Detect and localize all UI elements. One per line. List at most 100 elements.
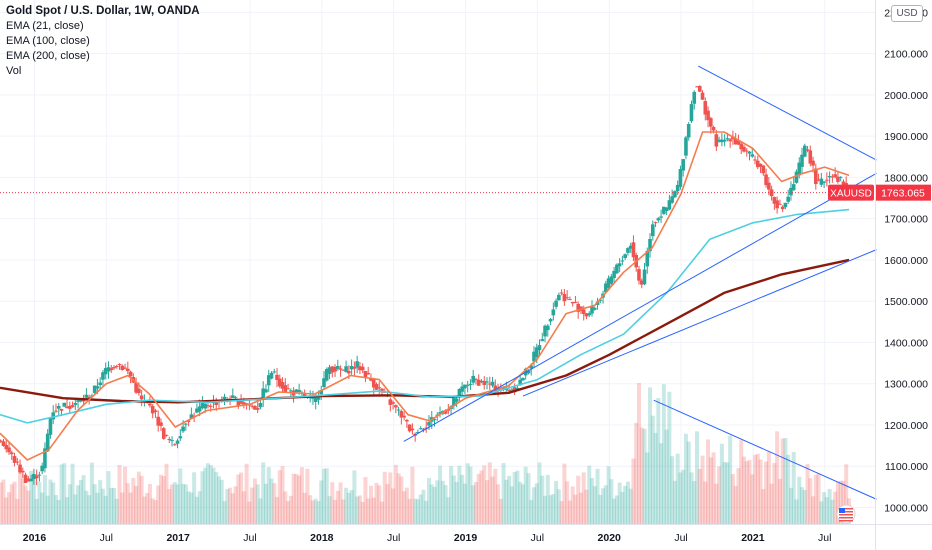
candle-body [722, 139, 727, 142]
candle-body [164, 434, 169, 436]
volume-bar [117, 464, 122, 524]
volume-bar [584, 489, 589, 524]
volume-bar [529, 499, 534, 524]
volume-bar [316, 501, 321, 524]
candle-body [805, 149, 810, 151]
candle-body [272, 371, 277, 373]
candle-body [231, 395, 235, 399]
volume-bar [559, 501, 564, 524]
volume-bar [310, 500, 315, 524]
volume-bar [7, 492, 12, 524]
volume-bar [12, 481, 17, 524]
volume-bar [697, 468, 702, 524]
currency-button[interactable]: USD [891, 5, 923, 22]
candle-body [673, 191, 677, 198]
volume-bar [625, 481, 630, 524]
candle-body [374, 384, 379, 390]
volume-bar [388, 472, 393, 524]
candle-body [170, 440, 174, 442]
volume-bar [703, 481, 708, 524]
candle-body [670, 196, 674, 203]
candle-body [733, 138, 738, 145]
volume-bar [816, 473, 821, 524]
price-axis-label: 1700.000 [884, 214, 928, 226]
volume-bar [402, 491, 407, 524]
volume-bar [112, 487, 117, 524]
volume-bar [678, 472, 683, 524]
volume-bar [800, 487, 805, 524]
candle-body [767, 182, 771, 190]
volume-bar [515, 470, 520, 524]
volume-bar [349, 490, 354, 524]
time-axis-label: 2020 [598, 532, 622, 544]
candle-body [612, 270, 616, 278]
volume-bar [404, 487, 409, 524]
volume-bar [333, 499, 338, 524]
volume-bar [692, 481, 697, 524]
candle-body [827, 176, 832, 178]
candle-body [363, 371, 368, 378]
volume-bar [736, 468, 741, 524]
volume-bar [263, 483, 268, 524]
volume-bar [98, 480, 103, 524]
candle-body [286, 388, 290, 390]
volume-bar [783, 438, 788, 524]
volume-bar [324, 468, 329, 524]
candle-body [615, 264, 619, 274]
volume-bar [368, 485, 373, 524]
volume-bar [421, 489, 426, 524]
candle-body [109, 368, 114, 371]
volume-bar [725, 462, 730, 524]
volume-bar [471, 485, 476, 524]
candle-body [623, 254, 627, 259]
candle-body [120, 365, 125, 371]
volume-bar [302, 492, 307, 524]
price-axis-label: 1000.000 [884, 502, 928, 514]
volume-bar [330, 482, 335, 524]
volume-bar [92, 484, 97, 524]
candle-body [692, 91, 697, 104]
volume-bar [683, 433, 688, 524]
candle-body [352, 367, 357, 369]
volume-bar [241, 491, 246, 524]
candle-body [416, 432, 420, 434]
candle-body [206, 405, 210, 407]
us-flag-icon[interactable] [836, 504, 856, 524]
volume-bar [286, 501, 291, 524]
volume-bar [139, 475, 144, 524]
candle-body [101, 372, 105, 380]
volume-bar [109, 487, 114, 524]
volume-bar [556, 489, 561, 524]
candle-body [650, 224, 655, 237]
candle-body [338, 368, 343, 370]
candle-body [159, 422, 163, 426]
candle-body [598, 299, 603, 301]
candle-body [242, 402, 246, 405]
candle-body [562, 294, 567, 302]
volume-bar [161, 476, 166, 524]
candle-body [584, 313, 589, 317]
candle-body [814, 168, 818, 185]
volume-bar [739, 440, 744, 524]
candle-body [778, 203, 782, 205]
candle-body [606, 278, 611, 288]
volume-bar [479, 470, 484, 524]
candle-body [410, 428, 415, 431]
candle-body [360, 366, 365, 371]
volume-bar [142, 496, 147, 524]
volume-bar [214, 472, 219, 524]
candle-body [559, 292, 564, 294]
volume-bar [429, 484, 434, 524]
candle-body [438, 412, 442, 414]
volume-bar [239, 472, 244, 524]
candle-body [482, 380, 487, 385]
volume-bar [371, 497, 376, 524]
candle-body [642, 269, 647, 285]
volume-bar [382, 471, 387, 524]
candle-body [21, 470, 25, 473]
candle-body [294, 389, 299, 393]
volume-bar [504, 479, 509, 524]
candle-body [518, 379, 522, 386]
volume-bar [170, 484, 175, 524]
